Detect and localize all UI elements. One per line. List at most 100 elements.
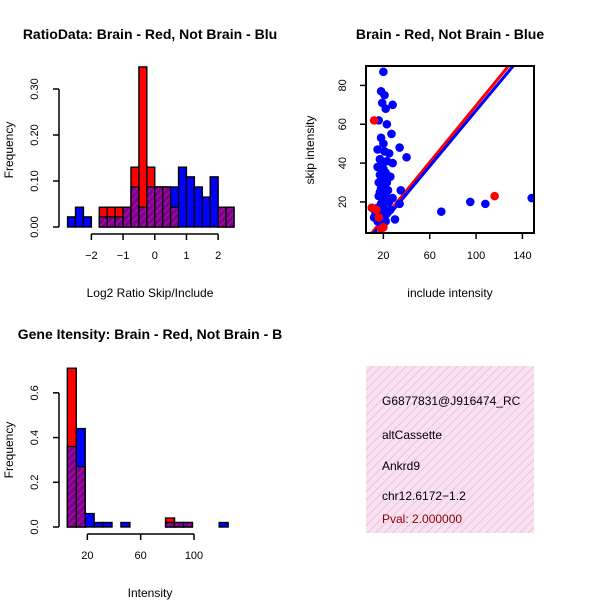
ratio-histogram-xlabel: Log2 Ratio Skip/Include	[87, 286, 214, 300]
ratio-histogram-y-tick-label: 0.00	[29, 216, 41, 237]
intensity-histogram-bar-overlap	[173, 521, 185, 528]
scatter-title: Brain - Red, Not Brain - Blue	[356, 26, 544, 42]
ratio-histogram-x-tick-label: 0	[152, 250, 158, 262]
scatter-y-tick-label: 80	[337, 79, 349, 91]
ratio-histogram-bar-overlap	[98, 216, 108, 228]
intensity-histogram-bar-notbrain	[218, 521, 229, 528]
ratio-histogram-y-tick-label: 0.30	[29, 78, 41, 99]
intensity-histogram-bar-notbrain	[120, 521, 131, 528]
ratio-histogram-bar-overlap	[146, 186, 156, 228]
probe-id-text: G6877831@J916474_RC	[382, 394, 521, 408]
scatter-x-tick-label: 140	[513, 250, 531, 262]
ratio-histogram-bar-notbrain	[209, 176, 219, 228]
ratio-histogram-y-tick-label: 0.10	[29, 170, 41, 191]
ratio-histogram-bar-notbrain	[74, 206, 85, 228]
intensity-histogram-x-tick-label: 60	[135, 550, 147, 562]
intensity-histogram-bar-overlap	[164, 521, 176, 528]
intensity-histogram-bar-overlap	[75, 465, 86, 528]
scatter-point-not-brain	[402, 152, 411, 162]
scatter-point-not-brain	[395, 143, 404, 152]
location-text: chr12.6172−1.2	[382, 489, 466, 503]
scatter-point-not-brain	[388, 158, 397, 168]
scatter-y-tick-label: 60	[337, 118, 349, 130]
scatter-point-brain	[379, 222, 388, 232]
ratio-histogram-x-tick-label: −2	[85, 250, 98, 262]
scatter-point-not-brain	[379, 139, 388, 148]
info-panel-background	[366, 366, 534, 533]
ratio-histogram-bar-notbrain	[193, 186, 204, 228]
ratio-histogram-bar-overlap	[217, 206, 227, 228]
ratio-histogram-bar-overlap	[154, 186, 164, 228]
scatter-plot-box	[365, 65, 535, 234]
ratio-histogram-bar-overlap	[106, 216, 116, 228]
intensity-histogram-y-tick-label: 0.4	[29, 430, 41, 445]
ratio-histogram-bar-notbrain	[177, 166, 188, 228]
ratio-histogram-bar-overlap	[161, 186, 172, 228]
scatter-point-not-brain	[373, 145, 382, 154]
pval-text: Pval: 2.000000	[382, 512, 462, 526]
scatter-point-not-brain	[387, 129, 396, 139]
gene-name-text: Ankrd9	[382, 459, 420, 473]
scatter-point-not-brain	[379, 67, 388, 77]
scatter-point-brain	[490, 191, 499, 201]
intensity-histogram-bar-overlap	[66, 445, 77, 528]
info-panel: G6877831@J916474_RC altCassette Ankrd9 c…	[366, 366, 534, 533]
intensity-histogram-ylabel: Frequency	[2, 422, 16, 479]
scatter-point-not-brain	[481, 199, 490, 209]
ratio-histogram-bar-overlap	[122, 206, 132, 228]
scatter-point-not-brain	[390, 215, 400, 224]
ratio-histogram-panel: RatioData: Brain - Red, Not Brain - Blu …	[2, 26, 277, 300]
scatter-point-not-brain	[382, 119, 392, 129]
ratio-histogram-x-tick-label: −1	[117, 250, 130, 262]
ratio-histogram-bar-overlap	[169, 206, 180, 228]
scatter-ylabel: skip intensity	[303, 116, 317, 185]
ratio-histogram-bar-notbrain	[138, 66, 148, 228]
ratio-histogram-bar-notbrain	[201, 196, 211, 228]
intensity-histogram-x-tick-label: 100	[185, 550, 203, 562]
ratio-histogram-bar-notbrain	[66, 216, 77, 228]
intensity-histogram-panel: Gene Itensity: Brain - Red, Not Brain - …	[2, 326, 282, 600]
scatter-point-not-brain	[381, 104, 390, 114]
scatter-point-not-brain	[465, 197, 475, 207]
scatter-point-brain	[374, 213, 384, 222]
scatter-point-not-brain	[437, 207, 446, 216]
scatter-point-brain	[372, 205, 381, 214]
intensity-histogram-x-tick-label: 20	[81, 550, 93, 562]
scatter-point-not-brain	[395, 199, 404, 209]
scatter-x-tick-label: 60	[424, 250, 436, 262]
scatter-point-not-brain	[380, 90, 389, 100]
scatter-point-brain	[369, 116, 379, 125]
intensity-histogram-bar-notbrain	[84, 512, 95, 528]
ratio-histogram-bar-notbrain	[185, 176, 196, 228]
ratio-histogram-x-tick-label: 1	[183, 250, 189, 262]
intensity-histogram-bar-notbrain	[102, 521, 113, 528]
scatter-xlabel: include intensity	[407, 286, 492, 300]
intensity-histogram-y-tick-label: 0.2	[29, 475, 41, 490]
intensity-histogram-bar-notbrain	[93, 521, 104, 528]
ratio-histogram-y-tick-label: 0.20	[29, 124, 41, 145]
scatter-fit-line-not-brain	[372, 66, 515, 233]
scatter-point-not-brain	[384, 149, 394, 158]
event-type-text: altCassette	[382, 428, 442, 442]
scatter-point-not-brain	[396, 185, 406, 195]
intensity-histogram-bar-overlap	[182, 521, 194, 528]
ratio-histogram-bar-notbrain	[82, 216, 93, 228]
scatter-y-tick-label: 40	[337, 157, 349, 169]
scatter-x-tick-label: 20	[377, 250, 389, 262]
ratio-histogram-bar-overlap	[114, 216, 124, 228]
ratio-histogram-bar-overlap	[130, 186, 140, 228]
scatter-point-not-brain	[384, 197, 394, 207]
intensity-histogram-title: Gene Itensity: Brain - Red, Not Brain - …	[18, 326, 282, 342]
ratio-histogram-bar-overlap	[138, 206, 148, 228]
ratio-histogram-ylabel: Frequency	[2, 122, 16, 179]
scatter-point-not-brain	[527, 193, 534, 203]
scatter-y-tick-label: 20	[337, 196, 349, 208]
ratio-histogram-x-tick-label: 2	[215, 250, 221, 262]
scatter-point-not-brain	[388, 100, 397, 110]
intensity-histogram-y-tick-label: 0.0	[29, 519, 41, 534]
ratio-histogram-title: RatioData: Brain - Red, Not Brain - Blu	[23, 26, 277, 42]
ratio-histogram-bar-overlap	[225, 206, 235, 228]
intensity-scatter-panel: Brain - Red, Not Brain - Blue 20 60 100 140…	[303, 26, 544, 300]
intensity-histogram-y-tick-label: 0.6	[29, 385, 41, 400]
